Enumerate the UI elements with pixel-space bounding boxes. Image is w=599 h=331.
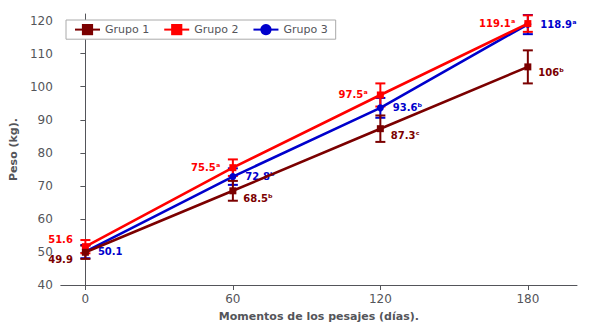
svg-text:49.9: 49.9 [48,254,73,265]
svg-text:50: 50 [37,245,53,259]
svg-text:93.6ᵇ: 93.6ᵇ [392,102,423,114]
svg-text:Grupo 1: Grupo 1 [105,23,149,36]
svg-text:100: 100 [30,80,53,94]
svg-text:180: 180 [516,292,539,306]
svg-text:68.5ᵇ: 68.5ᵇ [243,193,273,204]
svg-text:119.1ᵃ: 119.1ᵃ [479,18,516,29]
svg-text:Peso (kg).: Peso (kg). [7,118,20,181]
svg-text:87.3ᶜ: 87.3ᶜ [391,130,420,141]
svg-text:60: 60 [225,292,240,306]
svg-text:80: 80 [38,146,53,160]
svg-text:106ᵇ: 106ᵇ [538,67,564,78]
svg-text:Grupo 3: Grupo 3 [283,23,327,36]
svg-text:72.8ᵇ: 72.8ᵇ [245,171,275,183]
svg-text:Grupo 2: Grupo 2 [194,23,238,36]
svg-text:0: 0 [82,292,90,306]
svg-text:110: 110 [30,47,53,61]
svg-text:97.5ᵃ: 97.5ᵃ [339,89,369,100]
svg-text:75.5ᵃ: 75.5ᵃ [191,162,221,173]
svg-text:50.1: 50.1 [98,246,123,257]
svg-text:60: 60 [38,212,53,226]
svg-text:90: 90 [38,113,53,127]
svg-text:118.9ᵃ: 118.9ᵃ [540,19,577,30]
svg-text:120: 120 [369,292,392,306]
svg-text:40: 40 [38,278,53,292]
svg-text:70: 70 [38,179,53,193]
svg-text:120: 120 [30,14,53,28]
svg-text:51.6: 51.6 [48,234,73,245]
svg-text:Momentos de los pesajes (días): Momentos de los pesajes (días). [219,310,419,323]
